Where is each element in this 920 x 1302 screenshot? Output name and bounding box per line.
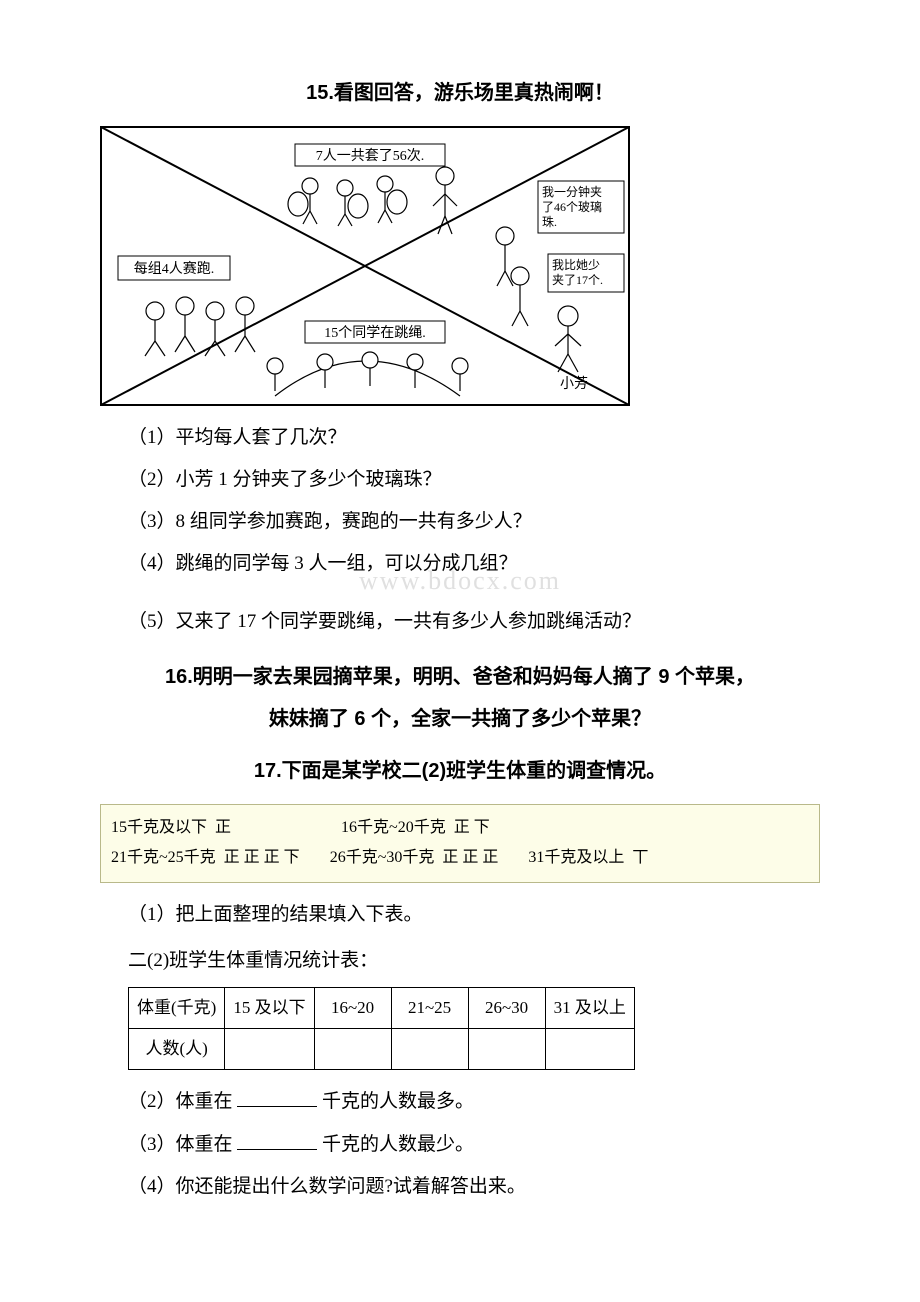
tally-marks: 正 正 正 [442,849,498,866]
tally-marks: 丅 [632,849,648,866]
tally-marks: 正 [215,819,231,836]
tally-cell: 21千克~25千克 正 正 正 下 [111,843,300,873]
fig-top-caption: 7人一共套了56次. [316,148,425,164]
tally-label: 21千克~25千克 [111,849,216,866]
q17-title: 17.下面是某学校二(2)班学生体重的调查情况。 [100,752,820,790]
tally-cell: 16千克~20千克 正 下 [341,813,490,843]
table-blank[interactable] [545,1029,634,1070]
tally-cell: 31千克及以上 丅 [528,843,648,873]
table-blank[interactable] [225,1029,314,1070]
table-row: 人数(人) [129,1029,635,1070]
q16-title-line2: 妹妹摘了 6 个，全家一共摘了多少个苹果？ [100,700,820,738]
tally-cell: 26千克~30千克 正 正 正 [330,843,499,873]
stat-table: 体重(千克) 15 及以下 16~20 21~25 26~30 31 及以上 人… [128,987,635,1071]
tally-cell: 15千克及以下 正 [111,813,231,843]
svg-text:珠.: 珠. [542,215,557,229]
fig-bottom-caption: 15个同学在跳绳. [324,325,426,341]
q17-sub4: （4）你还能提出什么数学问题?试着解答出来。 [128,1169,820,1205]
table-header: 16~20 [314,987,391,1028]
tally-marks: 正 正 正 下 [224,849,300,866]
table-row: 体重(千克) 15 及以下 16~20 21~25 26~30 31 及以上 [129,987,635,1028]
tally-row-1: 15千克及以下 正 16千克~20千克 正 下 [111,813,809,843]
table-blank[interactable] [468,1029,545,1070]
tally-label: 16千克~20千克 [341,819,446,836]
table-blank[interactable] [314,1029,391,1070]
q17-sub1: （1）把上面整理的结果填入下表。 [128,897,820,933]
tally-row-2: 21千克~25千克 正 正 正 下 26千克~30千克 正 正 正 31千克及以… [111,843,809,873]
svg-text:我一分钟夹: 我一分钟夹 [542,184,602,199]
q17-sub3-suffix: 千克的人数最少。 [322,1134,474,1155]
q15-sub5: （5）又来了 17 个同学要跳绳，一共有多少人参加跳绳活动？ [128,604,820,640]
q17-sub2-suffix: 千克的人数最多。 [322,1091,474,1112]
q17-sub2-prefix: （2）体重在 [128,1091,233,1112]
q16-title-line1: 16.明明一家去果园摘苹果，明明、爸爸和妈妈每人摘了 9 个苹果， [100,658,820,696]
tally-box: 15千克及以下 正 16千克~20千克 正 下 21千克~25千克 正 正 正 … [100,804,820,883]
q15-figure: 7人一共套了56次. 每组4人赛跑. 15个同学在跳绳. [100,126,630,406]
table-header: 21~25 [391,987,468,1028]
q15-sub3: （3）8 组同学参加赛跑，赛跑的一共有多少人？ [128,504,820,540]
q15-title: 15.看图回答，游乐场里真热闹啊！ [100,74,820,112]
q15-sub2: （2）小芳 1 分钟夹了多少个玻璃珠？ [128,462,820,498]
q15-sub1: （1）平均每人套了几次？ [128,420,820,456]
fill-blank[interactable] [237,1087,317,1107]
table-row-label: 人数(人) [129,1029,225,1070]
table-header: 31 及以上 [545,987,634,1028]
tally-label: 26千克~30千克 [330,849,435,866]
svg-text:我比她少: 我比她少 [552,258,600,272]
table-blank[interactable] [391,1029,468,1070]
fill-blank[interactable] [237,1130,317,1150]
svg-text:夹了17个.: 夹了17个. [552,273,603,287]
q15-figure-wrap: 7人一共套了56次. 每组4人赛跑. 15个同学在跳绳. [100,126,820,406]
tally-label: 15千克及以下 [111,819,207,836]
table-header: 体重(千克) [129,987,225,1028]
table-header: 15 及以下 [225,987,314,1028]
tally-label: 31千克及以上 [528,849,624,866]
q17-table-caption: 二(2)班学生体重情况统计表： [128,943,820,979]
fig-right-name: 小芳 [560,375,588,392]
q15-sub4: （4）跳绳的同学每 3 人一组，可以分成几组？ [128,546,820,582]
q17-sub3: （3）体重在 千克的人数最少。 [128,1127,820,1163]
svg-text:了46个玻璃: 了46个玻璃 [542,200,602,214]
q17-sub2: （2）体重在 千克的人数最多。 [128,1084,820,1120]
tally-marks: 正 下 [454,819,490,836]
q17-sub3-prefix: （3）体重在 [128,1134,233,1155]
fig-left-caption: 每组4人赛跑. [134,261,215,277]
table-header: 26~30 [468,987,545,1028]
